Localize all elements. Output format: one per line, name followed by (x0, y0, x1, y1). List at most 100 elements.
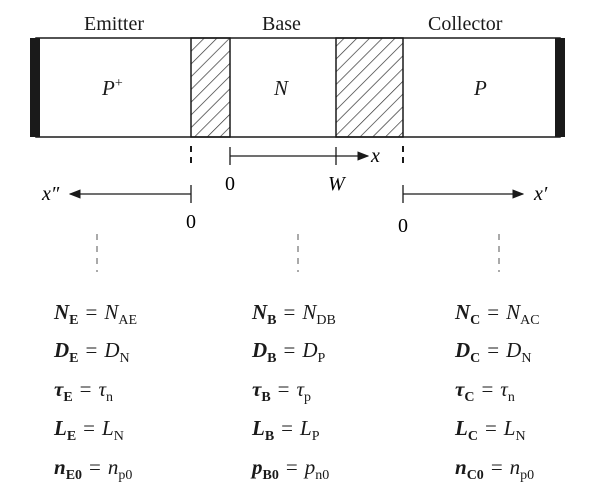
emitter-equation-row: τE = τn (54, 377, 113, 406)
parameter-subscript: B (267, 313, 277, 328)
parameter-symbol: τ (252, 377, 262, 401)
equals-sign: = (85, 338, 98, 362)
collector-equation-row: τC = τn (455, 377, 515, 406)
parameter-subscript: E (69, 351, 79, 366)
emitter-doping-sup: + (114, 76, 123, 91)
parameter-subscript: C (464, 390, 475, 405)
value-symbol: D (506, 338, 522, 362)
parameter-symbol: n (455, 455, 467, 479)
emitter-contact (30, 38, 40, 137)
value-symbol: L (503, 416, 516, 440)
value-subscript: p0 (118, 468, 133, 483)
value-subscript: n (507, 390, 515, 405)
emitter-equation-row: nE0 = np0 (54, 455, 132, 484)
parameter-symbol: n (54, 455, 66, 479)
parameter-subscript: E (66, 429, 77, 444)
equals-sign: = (79, 377, 92, 401)
emitter-doping: P (102, 76, 115, 100)
value-subscript: N (521, 351, 532, 366)
parameter-subscript: B (264, 429, 275, 444)
equals-sign: = (487, 338, 500, 362)
parameter-symbol: L (455, 416, 468, 440)
collector-contact (555, 38, 565, 137)
x-axis-zero-label: 0 (225, 173, 235, 195)
value-symbol: N (506, 300, 521, 324)
parameter-symbol: N (54, 300, 70, 324)
collector-equation-row: LC = LN (455, 416, 526, 445)
parameter-symbol: L (54, 416, 67, 440)
value-subscript: DB (316, 313, 336, 328)
x-prime-label: x′ (533, 183, 548, 205)
eb-depletion-region (190, 37, 231, 138)
value-subscript: n (106, 390, 114, 405)
value-symbol: n (509, 455, 521, 479)
emitter-title: Emitter (84, 13, 144, 35)
equals-sign: = (277, 377, 290, 401)
bc-depletion-region (335, 37, 404, 138)
value-symbol: p (304, 455, 316, 479)
parameter-subscript: E (69, 313, 79, 328)
value-subscript: P (317, 351, 326, 366)
x-axis-label: x (370, 145, 380, 167)
parameter-subscript: E (63, 390, 73, 405)
value-symbol: τ (98, 377, 107, 401)
equals-sign: = (484, 416, 497, 440)
base-equation-row: LB = LP (252, 416, 320, 445)
value-symbol: D (104, 338, 120, 362)
x-axis-w-label: W (328, 173, 347, 195)
emitter-equation-row: LE = LN (54, 416, 124, 445)
value-subscript: N (113, 429, 124, 444)
parameter-symbol: τ (455, 377, 465, 401)
base-title: Base (262, 13, 301, 35)
equals-sign: = (487, 300, 500, 324)
x-prime-zero-label: 0 (398, 215, 408, 237)
value-subscript: N (515, 429, 526, 444)
parameter-subscript: C (467, 429, 478, 444)
equals-sign: = (83, 416, 96, 440)
value-subscript: p0 (520, 468, 535, 483)
parameter-symbol: D (455, 338, 471, 362)
collector-title: Collector (428, 13, 503, 35)
collector-equation-row: DC = DN (455, 338, 531, 367)
parameter-subscript: C (470, 351, 481, 366)
equals-sign: = (85, 300, 98, 324)
value-symbol: N (302, 300, 317, 324)
parameter-subscript: E0 (65, 468, 83, 483)
value-symbol: D (302, 338, 318, 362)
value-subscript: P (311, 429, 320, 444)
parameter-symbol: N (252, 300, 268, 324)
base-doping-label: N (274, 76, 289, 100)
parameter-symbol: N (455, 300, 471, 324)
emitter-equation-row: NE = NAE (54, 300, 137, 329)
value-symbol: n (107, 455, 119, 479)
parameter-symbol: τ (54, 377, 64, 401)
parameter-symbol: D (252, 338, 268, 362)
equals-sign: = (283, 300, 296, 324)
parameter-symbol: D (54, 338, 70, 362)
value-symbol: L (300, 416, 312, 440)
emitter-doping-label: P+ (102, 76, 123, 101)
parameter-subscript: B (261, 390, 271, 405)
x-double-prime-label: x″ (41, 183, 60, 205)
value-symbol: τ (500, 377, 508, 401)
parameter-subscript: B0 (262, 468, 279, 483)
emitter-equation-row: DE = DN (54, 338, 130, 367)
parameter-symbol: L (252, 416, 265, 440)
equals-sign: = (281, 416, 294, 440)
value-subscript: AE (118, 313, 138, 328)
value-symbol: N (104, 300, 119, 324)
value-subscript: n0 (315, 468, 330, 483)
base-equation-row: DB = DP (252, 338, 325, 367)
parameter-subscript: B (267, 351, 277, 366)
parameter-symbol: p (252, 455, 263, 479)
equals-sign: = (89, 455, 101, 479)
collector-equation-row: nC0 = np0 (455, 455, 534, 484)
base-equation-row: τB = τp (252, 377, 311, 406)
collector-equation-row: NC = NAC (455, 300, 540, 329)
value-symbol: L (102, 416, 114, 440)
equals-sign: = (283, 338, 296, 362)
x-double-prime-zero-label: 0 (186, 211, 196, 233)
value-subscript: AC (520, 313, 540, 328)
